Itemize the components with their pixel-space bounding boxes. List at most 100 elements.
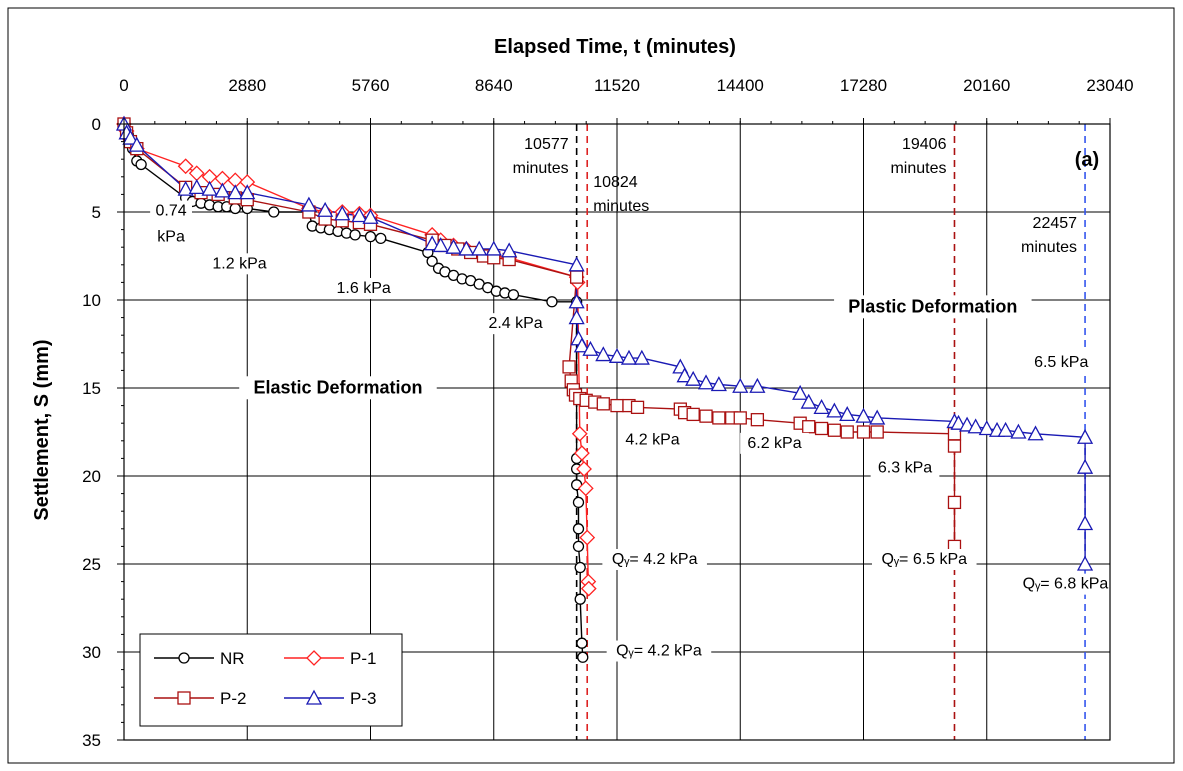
- data-point-p-3: [227, 184, 244, 200]
- x-tick-label: 5760: [352, 76, 390, 95]
- data-point-p-3: [568, 309, 585, 325]
- data-point-p-1: [579, 529, 596, 546]
- data-point-p-3: [1076, 428, 1094, 444]
- data-point-p-2: [947, 495, 962, 510]
- annotation-background: [618, 429, 687, 451]
- x-tick-label: 17280: [840, 76, 887, 95]
- data-point-p-2: [750, 413, 765, 427]
- y-tick-label: 10: [82, 291, 101, 310]
- data-point-p-3: [997, 421, 1014, 437]
- data-point-p-3: [445, 238, 462, 254]
- data-point-p-3: [978, 420, 995, 436]
- data-point-p-3: [813, 398, 830, 415]
- annotation-background: [150, 200, 192, 222]
- reference-line-label: minutes: [513, 160, 569, 177]
- legend-label: P-2: [220, 689, 246, 708]
- data-point-p-3: [869, 409, 886, 425]
- legend: NR P-1 P-2 P-3: [139, 633, 403, 727]
- load-annotation: 4.2 kPa: [625, 431, 679, 448]
- data-point-p-3: [710, 376, 727, 392]
- data-point-p-3: [214, 182, 231, 198]
- data-point-p-3: [1076, 515, 1094, 531]
- data-point-p-1: [177, 158, 194, 175]
- load-annotation: 0.74: [156, 203, 187, 220]
- x-tick-label: 2880: [228, 76, 266, 95]
- y-tick-label: 30: [82, 643, 101, 662]
- load-annotation: 1.6 kPa: [337, 280, 391, 297]
- data-point-p-3: [1027, 425, 1044, 441]
- load-annotation: Qᵧ= 6.5 kPa: [881, 551, 967, 568]
- data-point-p-2: [814, 421, 829, 436]
- data-point-p-3: [317, 201, 334, 217]
- data-point-p-2: [686, 407, 700, 422]
- data-point-p-3: [800, 393, 817, 409]
- region-label: Elastic Deformation: [253, 377, 422, 397]
- data-point-p-3: [839, 406, 856, 422]
- reference-line-label: minutes: [1021, 239, 1077, 256]
- data-point-p-3: [122, 129, 139, 145]
- data-point-nr: [229, 202, 241, 215]
- annotation-background: [1026, 351, 1096, 373]
- data-point-nr: [364, 230, 377, 243]
- annotation-background: [329, 277, 399, 299]
- annotation-background: [834, 295, 1032, 319]
- load-annotation: Qᵧ= 4.2 kPa: [616, 643, 702, 660]
- legend-marker: [178, 652, 190, 664]
- x-tick-label: 8640: [475, 76, 513, 95]
- y-tick-label: 0: [92, 115, 101, 134]
- data-point-nr: [577, 651, 589, 663]
- load-annotation: 2.4 kPa: [488, 315, 542, 332]
- annotation-background: [606, 640, 712, 662]
- load-annotation: 6.3 kPa: [878, 459, 932, 476]
- data-point-p-3: [334, 205, 351, 221]
- data-point-p-3: [424, 235, 441, 251]
- x-tick-label: 0: [119, 76, 128, 95]
- data-point-p-2: [947, 439, 962, 453]
- data-point-nr: [574, 593, 586, 605]
- data-point-p-3: [792, 384, 809, 400]
- data-point-p-3: [608, 347, 626, 363]
- data-point-nr: [574, 561, 586, 574]
- annotation-background: [602, 549, 707, 570]
- data-point-p-2: [802, 420, 816, 434]
- annotation-background: [481, 313, 550, 335]
- load-annotation: kPa: [157, 229, 185, 246]
- data-point-p-2: [840, 425, 854, 439]
- data-point-p-3: [732, 377, 749, 393]
- data-point-p-3: [201, 180, 218, 196]
- x-tick-label: 20160: [963, 76, 1010, 95]
- load-annotation: 1.2 kPa: [212, 255, 266, 272]
- annotation-background: [239, 376, 437, 400]
- data-point-p-3: [1076, 555, 1094, 571]
- legend-label: NR: [220, 649, 245, 668]
- y-tick-label: 15: [82, 379, 101, 398]
- data-point-p-3: [749, 377, 766, 393]
- data-point-nr: [507, 289, 520, 301]
- data-point-p-3: [177, 180, 194, 196]
- data-point-p-3: [826, 402, 843, 418]
- data-point-p-3: [188, 178, 205, 195]
- legend-label: P-3: [350, 689, 376, 708]
- data-point-p-2: [856, 425, 871, 439]
- data-point-p-3: [620, 349, 638, 365]
- data-point-nr: [572, 540, 585, 553]
- legend-label: P-1: [350, 649, 376, 668]
- axes: 0 2880 5760 8640 11520 14400 17280 20160 23040 0 5…: [82, 76, 1134, 750]
- data-point-p-3: [300, 196, 317, 212]
- legend-box: [139, 633, 403, 727]
- data-point-p-3: [582, 340, 599, 356]
- load-annotation: Qᵧ= 6.8 kPa: [1023, 576, 1109, 593]
- data-point-p-3: [1076, 458, 1094, 474]
- reference-lines: [575, 124, 1086, 740]
- y-axis-title: Settlement, S (mm): [31, 339, 53, 520]
- load-annotation: Qᵧ= 4.2 kPa: [612, 551, 698, 568]
- data-point-p-3: [967, 418, 984, 434]
- legend-marker: [305, 689, 323, 705]
- y-tick-label: 25: [82, 555, 101, 574]
- reference-line-label: 19406: [902, 136, 947, 153]
- reference-line-label: 22457: [1033, 215, 1078, 232]
- data-point-p-3: [676, 367, 693, 383]
- legend-marker: [306, 650, 322, 666]
- data-point-p-2: [562, 360, 576, 374]
